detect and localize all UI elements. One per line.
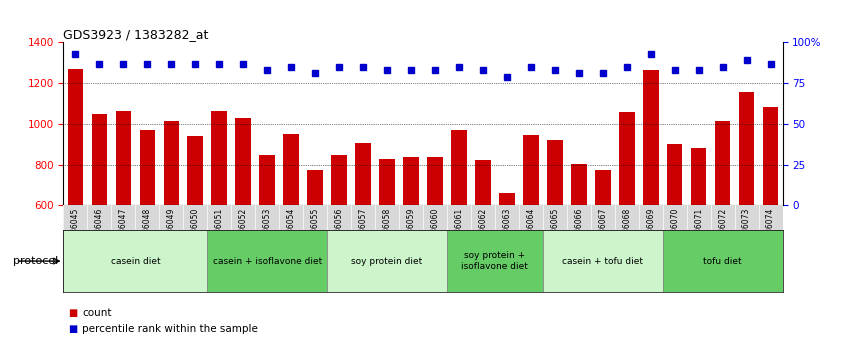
- Bar: [68, 69, 83, 205]
- Bar: [283, 134, 299, 205]
- Bar: [188, 136, 203, 205]
- Text: GSM586052: GSM586052: [239, 207, 248, 253]
- Text: ■: ■: [68, 324, 77, 334]
- Bar: [643, 70, 658, 205]
- Bar: [571, 164, 586, 205]
- Text: tofu diet: tofu diet: [703, 257, 742, 266]
- Text: GSM586057: GSM586057: [359, 207, 367, 254]
- Text: ■: ■: [68, 308, 77, 318]
- Bar: [739, 92, 755, 205]
- Text: GSM586047: GSM586047: [119, 207, 128, 254]
- Text: GSM586045: GSM586045: [71, 207, 80, 254]
- Bar: [327, 230, 447, 292]
- Bar: [163, 121, 179, 205]
- Text: GSM586073: GSM586073: [742, 207, 751, 254]
- Text: GSM586048: GSM586048: [143, 207, 151, 253]
- Text: protocol: protocol: [13, 256, 58, 266]
- Text: GSM586061: GSM586061: [454, 207, 464, 253]
- Text: casein + isoflavone diet: casein + isoflavone diet: [212, 257, 321, 266]
- Text: GSM586064: GSM586064: [526, 207, 536, 254]
- Text: GSM586074: GSM586074: [766, 207, 775, 254]
- Bar: [763, 107, 778, 205]
- Bar: [332, 155, 347, 205]
- Text: percentile rank within the sample: percentile rank within the sample: [82, 324, 258, 334]
- Bar: [140, 130, 155, 205]
- Bar: [595, 170, 611, 205]
- Text: GSM586059: GSM586059: [407, 207, 415, 254]
- Text: GSM586053: GSM586053: [263, 207, 272, 254]
- Text: GSM586060: GSM586060: [431, 207, 439, 254]
- Text: GSM586051: GSM586051: [215, 207, 223, 253]
- Text: GSM586071: GSM586071: [695, 207, 703, 253]
- Text: GSM586062: GSM586062: [479, 207, 487, 253]
- Bar: [379, 159, 395, 205]
- Bar: [499, 193, 514, 205]
- Bar: [451, 130, 467, 205]
- Bar: [116, 111, 131, 205]
- Bar: [427, 158, 442, 205]
- Text: soy protein diet: soy protein diet: [351, 257, 423, 266]
- Bar: [212, 111, 227, 205]
- Text: count: count: [82, 308, 112, 318]
- Text: GSM586070: GSM586070: [670, 207, 679, 254]
- Bar: [235, 118, 251, 205]
- Bar: [307, 170, 323, 205]
- Bar: [207, 230, 327, 292]
- Text: GSM586054: GSM586054: [287, 207, 295, 254]
- Bar: [63, 230, 207, 292]
- Text: GSM586068: GSM586068: [623, 207, 631, 253]
- Bar: [543, 230, 662, 292]
- Text: soy protein +
isoflavone diet: soy protein + isoflavone diet: [461, 251, 529, 271]
- Bar: [691, 148, 706, 205]
- Text: GSM586050: GSM586050: [191, 207, 200, 254]
- Bar: [404, 158, 419, 205]
- Text: GSM586055: GSM586055: [310, 207, 320, 254]
- Bar: [91, 114, 107, 205]
- Bar: [523, 135, 539, 205]
- Text: GSM586046: GSM586046: [95, 207, 104, 254]
- Text: GSM586056: GSM586056: [335, 207, 343, 254]
- Bar: [619, 112, 634, 205]
- Bar: [662, 230, 783, 292]
- Text: GSM586066: GSM586066: [574, 207, 583, 254]
- Text: GDS3923 / 1383282_at: GDS3923 / 1383282_at: [63, 28, 209, 41]
- Text: GSM586072: GSM586072: [718, 207, 727, 253]
- Text: GSM586058: GSM586058: [382, 207, 392, 253]
- Bar: [355, 143, 371, 205]
- Bar: [715, 121, 730, 205]
- Text: GSM586065: GSM586065: [551, 207, 559, 254]
- Text: GSM586069: GSM586069: [646, 207, 655, 254]
- Bar: [547, 140, 563, 205]
- Text: GSM586067: GSM586067: [598, 207, 607, 254]
- Text: GSM586049: GSM586049: [167, 207, 176, 254]
- Text: casein diet: casein diet: [111, 257, 160, 266]
- Bar: [447, 230, 543, 292]
- Text: casein + tofu diet: casein + tofu diet: [563, 257, 643, 266]
- Bar: [667, 144, 683, 205]
- Text: GSM586063: GSM586063: [503, 207, 511, 254]
- Bar: [475, 160, 491, 205]
- Bar: [260, 155, 275, 205]
